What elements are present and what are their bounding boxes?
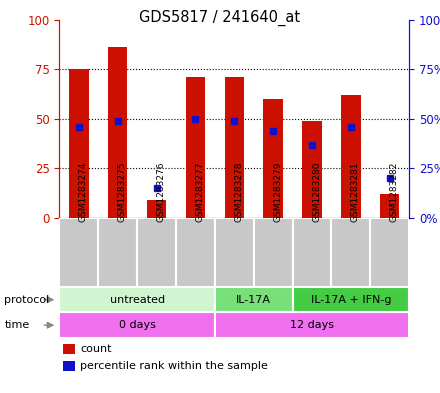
Text: time: time bbox=[4, 320, 29, 330]
Text: GSM1283281: GSM1283281 bbox=[351, 161, 360, 222]
Text: count: count bbox=[81, 344, 112, 354]
Bar bbox=[63, 361, 75, 371]
Text: GSM1283280: GSM1283280 bbox=[312, 161, 321, 222]
Bar bbox=[331, 218, 370, 287]
Bar bbox=[215, 287, 293, 312]
Text: GSM1283276: GSM1283276 bbox=[157, 161, 165, 222]
Text: IL-17A + IFN-g: IL-17A + IFN-g bbox=[311, 295, 391, 305]
Text: GSM1283278: GSM1283278 bbox=[234, 161, 243, 222]
Bar bbox=[186, 77, 205, 218]
Text: IL-17A: IL-17A bbox=[236, 295, 271, 305]
Bar bbox=[176, 218, 215, 287]
Bar bbox=[59, 218, 98, 287]
Bar bbox=[254, 218, 293, 287]
Bar bbox=[293, 218, 331, 287]
Bar bbox=[63, 344, 75, 354]
Text: GSM1283275: GSM1283275 bbox=[118, 161, 127, 222]
Bar bbox=[59, 287, 215, 312]
Bar bbox=[293, 287, 409, 312]
Bar bbox=[341, 95, 361, 218]
Bar bbox=[370, 218, 409, 287]
Bar bbox=[59, 312, 215, 338]
Text: GSM1283274: GSM1283274 bbox=[79, 161, 88, 222]
Bar bbox=[215, 218, 254, 287]
Text: untreated: untreated bbox=[110, 295, 165, 305]
Text: GDS5817 / 241640_at: GDS5817 / 241640_at bbox=[139, 10, 301, 26]
Text: 0 days: 0 days bbox=[119, 320, 156, 330]
Bar bbox=[302, 121, 322, 218]
Text: 12 days: 12 days bbox=[290, 320, 334, 330]
Bar bbox=[98, 218, 137, 287]
Bar bbox=[224, 77, 244, 218]
Text: protocol: protocol bbox=[4, 295, 50, 305]
Text: percentile rank within the sample: percentile rank within the sample bbox=[81, 361, 268, 371]
Text: GSM1283277: GSM1283277 bbox=[195, 161, 205, 222]
Bar bbox=[69, 69, 88, 218]
Bar bbox=[215, 312, 409, 338]
Text: GSM1283282: GSM1283282 bbox=[390, 161, 399, 222]
Bar bbox=[108, 48, 128, 218]
Bar bbox=[264, 99, 283, 218]
Bar bbox=[147, 200, 166, 218]
Bar bbox=[380, 194, 400, 218]
Text: GSM1283279: GSM1283279 bbox=[273, 161, 282, 222]
Bar bbox=[137, 218, 176, 287]
